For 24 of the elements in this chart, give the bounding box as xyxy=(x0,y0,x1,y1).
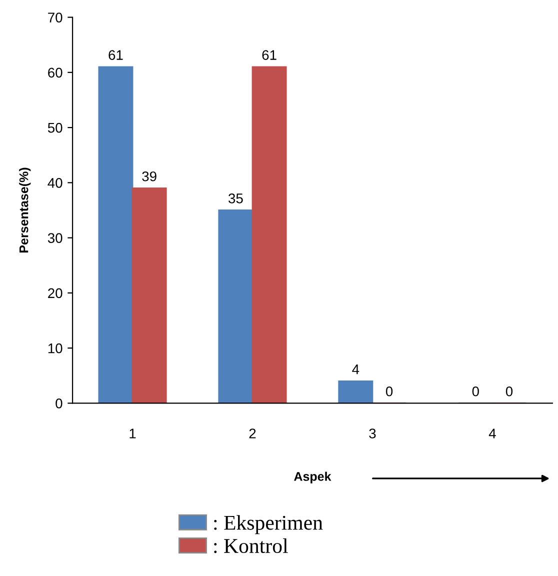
data-label: 61 xyxy=(108,50,123,60)
x-tick-label: 1 xyxy=(130,428,136,438)
x-tick-label: 4 xyxy=(488,428,496,438)
y-tick-label: 30 xyxy=(48,233,62,243)
data-label: 4 xyxy=(352,364,360,374)
y-tick-label: 0 xyxy=(56,398,62,408)
y-tick-label: 60 xyxy=(48,68,62,78)
y-tick-label: 10 xyxy=(48,343,62,354)
data-label: 35 xyxy=(228,193,243,204)
data-label: 61 xyxy=(262,50,276,60)
y-axis-title: Persentase(%) xyxy=(19,168,31,252)
data-label: 39 xyxy=(142,171,156,182)
y-tick-label: 70 xyxy=(48,12,62,22)
data-label: 0 xyxy=(472,386,479,396)
x-axis-title: Aspek xyxy=(294,472,332,484)
y-tick-label: 40 xyxy=(48,178,62,188)
legend-label: : Kontrol xyxy=(214,538,288,554)
data-label: 0 xyxy=(386,386,393,396)
x-tick-label: 2 xyxy=(249,428,256,438)
y-tick-label: 20 xyxy=(48,288,62,298)
data-label: 0 xyxy=(506,386,513,396)
legend-label: : Eksperimen xyxy=(214,515,323,534)
x-tick-label: 3 xyxy=(369,428,376,438)
y-tick-label: 50 xyxy=(48,122,62,133)
